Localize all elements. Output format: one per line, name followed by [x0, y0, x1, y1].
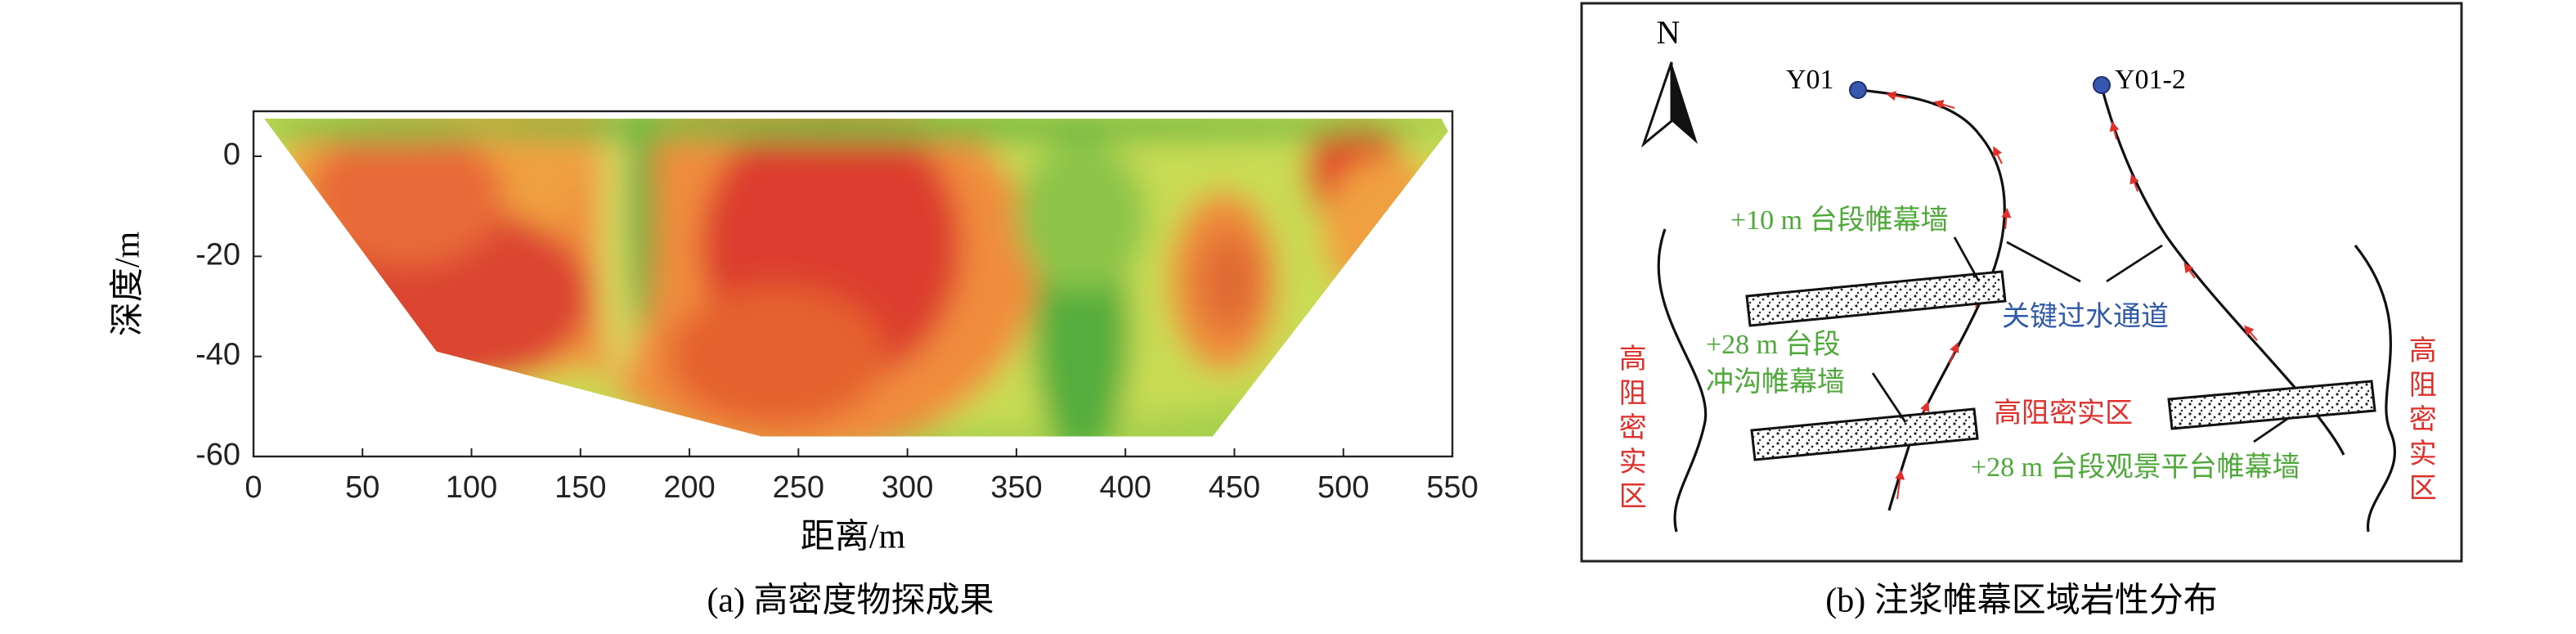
x-tick-label: 300 — [882, 470, 933, 505]
grout-wall — [1745, 270, 2007, 327]
label: 高阻密实区 — [1614, 344, 1645, 515]
flow-arrow — [1993, 146, 2003, 164]
grout-wall — [2167, 380, 2376, 430]
well-label: Y01-2 — [2115, 65, 2186, 95]
leader — [2106, 244, 2163, 283]
field-blob — [628, 119, 655, 332]
x-tick-label: 550 — [1426, 470, 1478, 505]
north-arrow — [1672, 62, 1698, 144]
panel-b: N — [1580, 2, 2463, 563]
well — [1849, 81, 1867, 99]
north-arrow — [1640, 61, 1673, 148]
y-tick-label: -40 — [195, 338, 240, 372]
flow-arrow — [1886, 91, 1908, 101]
resistivity-field — [264, 119, 1448, 437]
field-blob — [1322, 156, 1448, 307]
leader — [2253, 416, 2291, 443]
y-tick-label: -60 — [195, 438, 240, 472]
flow-arrow — [2109, 121, 2120, 140]
grout-wall — [1750, 407, 1979, 461]
well-label: Y01 — [1786, 65, 1834, 95]
x-tick-label: 50 — [345, 470, 379, 505]
well — [2093, 76, 2111, 94]
field-blob — [1016, 141, 1147, 292]
field-blob — [340, 119, 1448, 142]
y-tick-label: 0 — [223, 137, 240, 172]
label: 冲沟帷幕墙 — [1706, 366, 1845, 398]
field-blob — [307, 126, 505, 267]
field-blob — [667, 286, 886, 427]
field-blobs — [264, 119, 1448, 437]
y-axis-label: 深度/m — [110, 232, 147, 337]
leader — [1953, 236, 1981, 282]
caption: (b) 注浆帷幕区域岩性分布 — [1825, 582, 2217, 620]
field-blob — [264, 119, 515, 142]
leader — [2006, 241, 2081, 283]
flow-arrow — [1949, 342, 1959, 364]
x-tick-label: 100 — [446, 470, 497, 505]
grout-wall — [1745, 270, 2376, 461]
label: +28 m 台段 — [1706, 329, 1841, 360]
boundary — [1657, 228, 1708, 533]
y-tick-label: -20 — [195, 237, 240, 272]
flow-arrow — [2183, 263, 2196, 279]
x-tick-label: 500 — [1317, 470, 1369, 505]
x-tick-label: 200 — [663, 470, 715, 505]
boundary — [2354, 245, 2397, 533]
x-tick-label: 150 — [554, 470, 606, 505]
flow-arrow — [2244, 325, 2258, 341]
field-blob — [1199, 231, 1261, 332]
label: +28 m 台段观景平台帷幕墙 — [1971, 452, 2300, 483]
x-tick-label: 0 — [245, 470, 262, 505]
flow-arrow — [1895, 470, 1905, 500]
caption: (a) 高密度物探成果 — [707, 582, 994, 620]
x-tick-label: 450 — [1209, 470, 1260, 505]
label: +10 m 台段帷幕墙 — [1730, 205, 1949, 236]
panel-a: 0 50 100 150 200 250 300 350 400 450 500 550 0 -20 -40… — [110, 110, 1479, 556]
flow-arrow — [1933, 99, 1955, 110]
x-axis-label: 距离/m — [801, 518, 906, 556]
plot-frame — [252, 110, 1454, 458]
frame — [1580, 2, 2463, 563]
north-label: N — [1657, 14, 1681, 51]
x-tick-label: 250 — [773, 470, 824, 505]
label: 高阻密实区 — [1994, 398, 2133, 429]
label: 高阻密实区 — [2404, 335, 2435, 507]
flow-arrow — [2129, 173, 2139, 192]
leaders — [1871, 236, 2291, 443]
label: 关键过水通道 — [2002, 301, 2169, 332]
x-tick-label: 400 — [1099, 470, 1151, 505]
x-tick-label: 350 — [990, 470, 1042, 505]
flow-arrow — [2001, 208, 2012, 230]
leader — [1871, 372, 1907, 423]
